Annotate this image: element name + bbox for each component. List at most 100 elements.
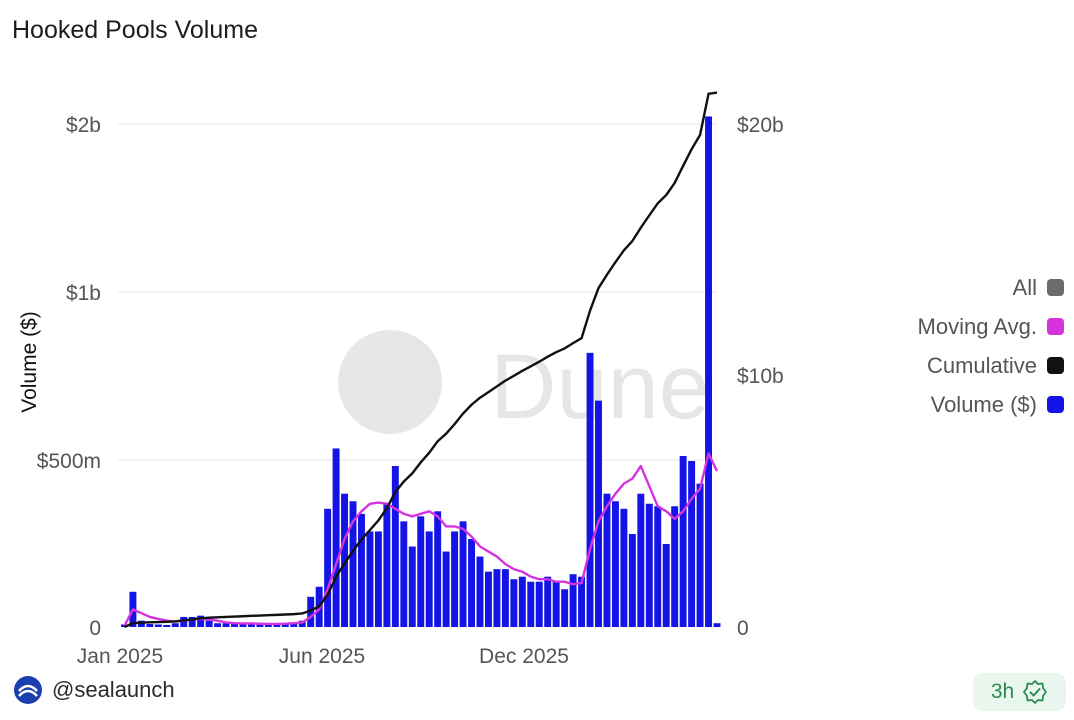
volume-bar (476, 556, 484, 627)
legend-swatch-cumulative (1047, 357, 1064, 374)
y2-tick-label: $20b (737, 114, 784, 137)
y-tick-label: $2b (66, 114, 101, 137)
freshness-badge[interactable]: 3h (973, 673, 1066, 711)
volume-bar (188, 616, 196, 627)
y-tick-label: $1b (66, 282, 101, 305)
volume-bar (366, 531, 374, 627)
volume-bar (493, 569, 501, 627)
volume-bar (214, 623, 222, 627)
volume-bar (281, 623, 289, 627)
author-link[interactable]: @sealaunch (14, 676, 175, 704)
legend: All Moving Avg. Cumulative Volume ($) (918, 268, 1064, 424)
moving-avg-line (123, 452, 719, 627)
legend-swatch-all (1047, 279, 1064, 296)
legend-label-moving-avg: Moving Avg. (917, 313, 1037, 339)
chart-title: Hooked Pools Volume (12, 16, 258, 44)
author-name: @sealaunch (52, 677, 175, 702)
volume-bar (484, 571, 492, 627)
y-axis-label: Volume ($) (18, 311, 41, 413)
volume-bar (358, 513, 365, 627)
volume-bar (671, 506, 679, 627)
volume-bar (374, 531, 382, 627)
x-tick-label: Jun 2025 (279, 645, 365, 668)
volume-bar (620, 508, 628, 627)
volume-bar (713, 623, 721, 627)
legend-label-all: All (1012, 274, 1037, 300)
volume-bar (645, 503, 653, 627)
volume-bar (459, 521, 467, 627)
dune-logo-icon (338, 330, 442, 434)
volume-bar (468, 538, 475, 627)
volume-bar (510, 579, 518, 627)
volume-bar (696, 483, 704, 627)
sealaunch-logo-icon (14, 676, 42, 704)
dune-watermark: Dune (338, 330, 710, 438)
volume-bar (205, 620, 213, 627)
x-tick-label: Dec 2025 (479, 645, 569, 668)
volume-bar (662, 544, 670, 627)
volume-bar (518, 576, 526, 627)
volume-bar (349, 501, 357, 627)
legend-swatch-moving-avg (1047, 318, 1064, 335)
volume-bar (332, 448, 340, 627)
volume-bar (256, 623, 264, 627)
legend-label-volume: Volume ($) (930, 391, 1037, 417)
volume-bar (611, 501, 619, 627)
legend-item-all[interactable]: All (918, 268, 1064, 307)
volume-bar (628, 533, 636, 627)
volume-bar (408, 546, 416, 627)
volume-bar (569, 574, 577, 627)
cumulative-line (123, 91, 718, 629)
volume-bar (688, 461, 696, 627)
volume-bar (705, 116, 713, 628)
volume-bar (298, 620, 306, 627)
y-tick-label: $500m (37, 450, 101, 473)
volume-bar (324, 508, 332, 627)
volume-bar (341, 493, 349, 627)
volume-bar (247, 623, 255, 627)
legend-item-moving-avg[interactable]: Moving Avg. (918, 307, 1064, 346)
volume-bar (137, 620, 145, 627)
volume-bar (239, 623, 247, 627)
volume-bar (417, 516, 425, 627)
freshness-age: 3h (990, 680, 1015, 703)
volume-bar (290, 623, 298, 627)
volume-bar (544, 576, 552, 627)
volume-bar (527, 581, 535, 627)
volume-bar (231, 623, 238, 627)
volume-bar (154, 624, 162, 627)
volume-bar (561, 589, 569, 627)
legend-label-cumulative: Cumulative (926, 352, 1037, 378)
volume-bar (383, 503, 391, 627)
volume-bar (180, 616, 188, 627)
volume-bar (679, 455, 687, 627)
volume-bar (451, 531, 459, 627)
volume-bar (586, 352, 594, 627)
volume-bar (425, 531, 433, 627)
volume-bar (578, 576, 586, 627)
legend-item-cumulative[interactable]: Cumulative (918, 346, 1064, 385)
volume-bar (552, 581, 560, 627)
volume-bar (222, 623, 230, 627)
volume-bar (146, 623, 154, 627)
y2-tick-label: $10b (737, 365, 784, 388)
verified-check-icon (1023, 680, 1048, 704)
volume-bar (400, 521, 408, 627)
volume-bar (171, 623, 179, 627)
volume-bar (391, 466, 399, 627)
volume-bar (654, 506, 662, 627)
y-tick-label: 0 (89, 617, 101, 640)
volume-bar (595, 400, 602, 627)
volume-bar (163, 624, 171, 627)
legend-item-volume[interactable]: Volume ($) (918, 385, 1064, 424)
x-tick-label: Jan 2025 (77, 645, 163, 668)
volume-bar (637, 493, 645, 627)
volume-bar (501, 569, 509, 627)
volume-bar (603, 493, 611, 627)
legend-swatch-volume (1047, 396, 1064, 413)
volume-bar (535, 581, 543, 627)
volume-bar (434, 511, 442, 627)
y2-tick-label: 0 (737, 617, 749, 640)
volume-bar (442, 551, 450, 627)
